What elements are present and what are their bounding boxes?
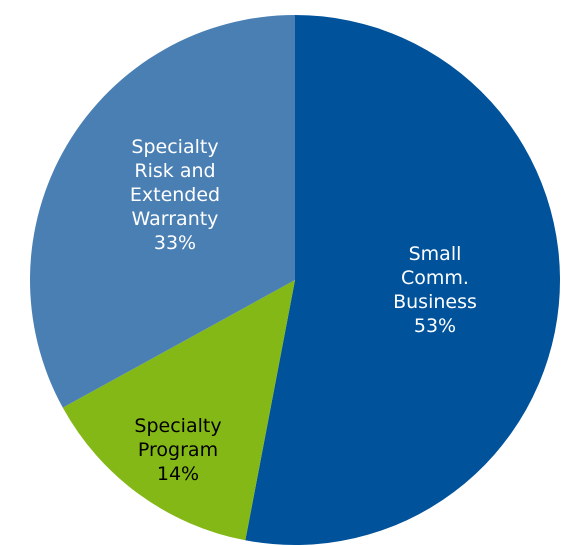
pie-slice [62,280,295,541]
pie-slice [245,15,561,545]
pie-slice [29,15,295,408]
value-label: 53% [413,315,457,337]
value-label: 14% [156,463,200,485]
slice-label: Specialty Program 14% [113,414,243,486]
category-name: Specialty Program [134,415,222,461]
slice-label: Specialty Risk and Extended Warranty 33% [110,135,240,255]
value-label: 33% [153,232,197,254]
category-name: Specialty Risk and Extended Warranty [129,136,221,230]
category-name: Small Comm. Business [393,243,477,313]
slice-label: Small Comm. Business 53% [370,242,500,338]
